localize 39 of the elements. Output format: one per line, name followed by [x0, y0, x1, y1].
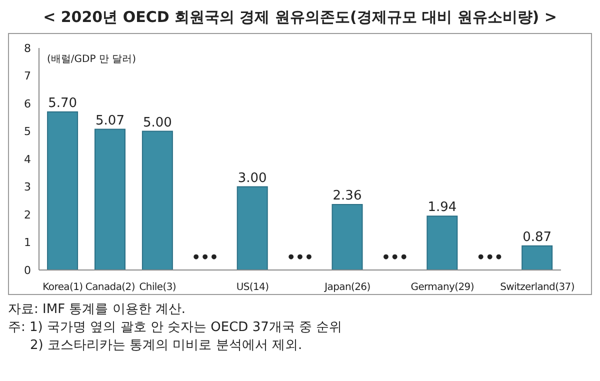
x-tick-label: Canada(2): [85, 282, 136, 293]
bar: [426, 216, 458, 270]
x-tick-label: Japan(26): [324, 282, 371, 293]
y-tick-label: 8: [24, 42, 31, 55]
x-tick-label: •••: [192, 250, 219, 266]
data-label: 5.00: [142, 115, 172, 130]
data-label: 2.36: [332, 188, 362, 204]
bar: [522, 245, 553, 270]
y-tick-label: 2: [24, 208, 31, 222]
y-tick-label: 5: [24, 125, 31, 138]
y-tick-label: 7: [24, 70, 31, 83]
y-tick-label: 1: [24, 236, 31, 250]
x-tick-label: •••: [286, 250, 314, 266]
x-tick-label: •••: [381, 250, 408, 266]
y-tick-label: 0: [24, 264, 31, 277]
bar: [47, 111, 78, 270]
bar: [142, 130, 173, 270]
bar: [94, 128, 126, 270]
y-tick-label: 3: [24, 180, 31, 194]
text: 주: 1) 국가명 옆의 괄호 안 숫자는 OECD 37개국 중 순위: [8, 319, 344, 337]
data-label: 5.07: [96, 113, 124, 128]
data-label: 3.00: [238, 170, 267, 186]
data-label: 0.87: [522, 230, 552, 245]
x-tick-label: Chile(3): [139, 282, 176, 293]
x-tick-label: Germany(29): [410, 282, 474, 293]
text: 2) 코스타리카는 통계의 미비로 분석에서 제외.: [29, 337, 304, 355]
bar: [332, 204, 363, 270]
data-label: 5.70: [48, 96, 78, 111]
x-tick-label: •••: [476, 250, 504, 266]
chart-title: < 2020년 OECD 회원국의 경제 원유의존도(경제규모 대비 원유소비량) >: [42, 8, 558, 27]
bar: [236, 186, 268, 270]
text: 자료: IMF 통계를 이용한 계산.: [8, 301, 187, 319]
x-tick-label: US(14): [236, 282, 270, 293]
y-tick-label: 4: [24, 152, 31, 166]
data-label: 1.94: [428, 200, 457, 216]
x-tick-label: Switzerland(37): [500, 282, 575, 293]
y-tick-label: 6: [24, 97, 31, 110]
x-tick-label: Korea(1): [42, 282, 84, 293]
y-axis-title: (배럴/GDP 만 달러): [47, 53, 136, 66]
